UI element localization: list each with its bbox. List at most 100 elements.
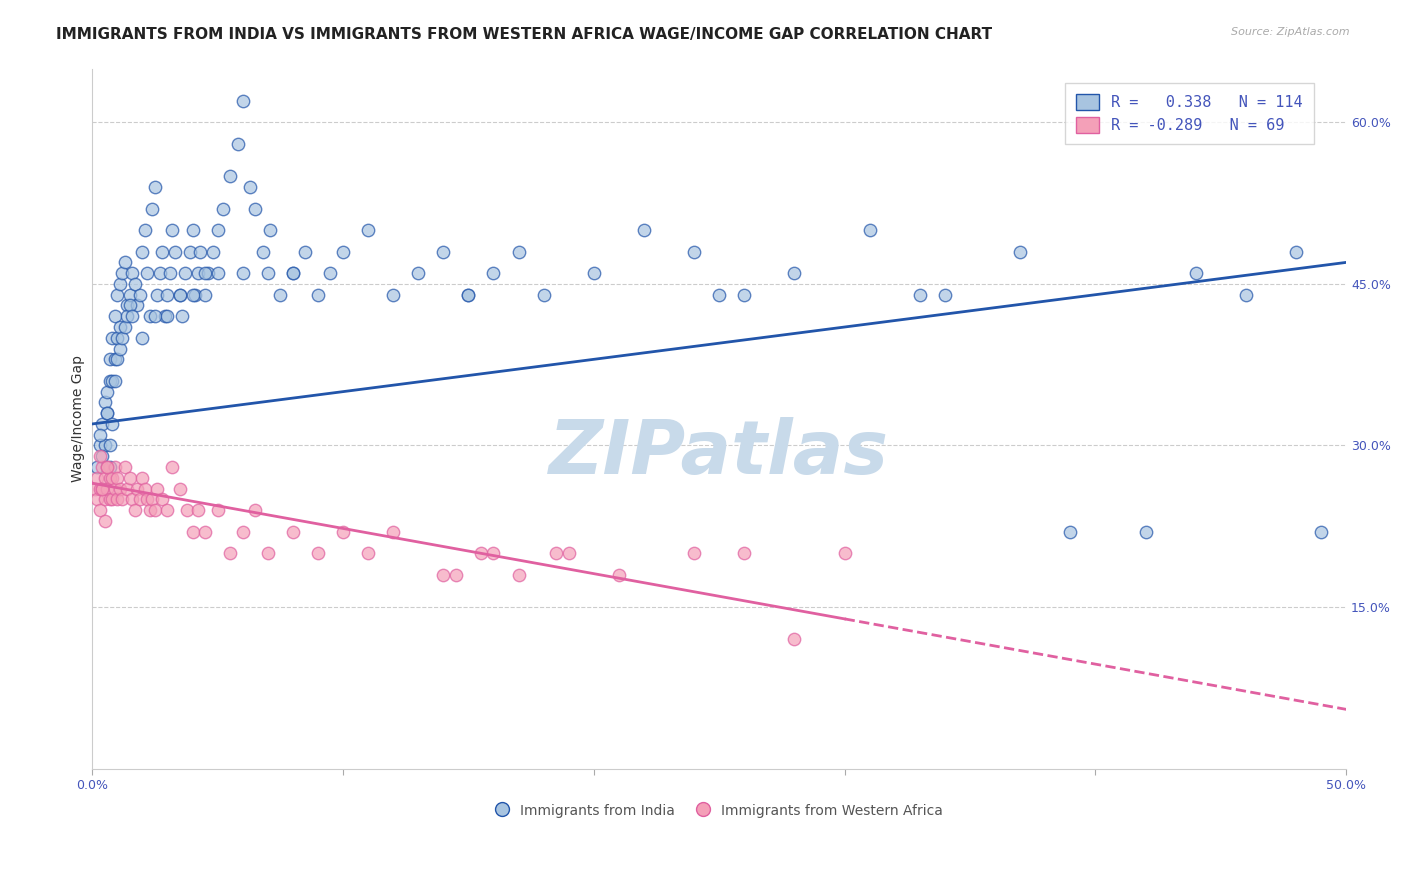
Point — [86, 492, 108, 507]
Point — [1234, 287, 1257, 301]
Point — [470, 546, 492, 560]
Point — [101, 492, 124, 507]
Point — [226, 136, 249, 151]
Point — [111, 266, 134, 280]
Point — [108, 320, 131, 334]
Point — [683, 244, 706, 259]
Point — [89, 482, 111, 496]
Point — [93, 395, 115, 409]
Point — [1310, 524, 1333, 539]
Point — [98, 460, 121, 475]
Point — [104, 352, 127, 367]
Point — [101, 471, 124, 485]
Point — [136, 492, 159, 507]
Point — [127, 482, 149, 496]
Point — [406, 266, 429, 280]
Point — [194, 287, 217, 301]
Point — [162, 223, 184, 237]
Point — [124, 503, 146, 517]
Point — [194, 524, 217, 539]
Point — [121, 266, 143, 280]
Point — [93, 514, 115, 528]
Point — [859, 223, 882, 237]
Point — [1184, 266, 1206, 280]
Point — [252, 244, 274, 259]
Point — [546, 546, 568, 560]
Point — [239, 180, 262, 194]
Point — [633, 223, 655, 237]
Point — [89, 438, 111, 452]
Point — [89, 427, 111, 442]
Point — [114, 460, 136, 475]
Point — [98, 374, 121, 388]
Point — [163, 244, 186, 259]
Text: ZIPatlas: ZIPatlas — [550, 417, 889, 490]
Point — [482, 266, 505, 280]
Point — [332, 244, 354, 259]
Point — [96, 384, 118, 399]
Point — [89, 450, 111, 464]
Point — [93, 492, 115, 507]
Point — [124, 277, 146, 291]
Point — [201, 244, 224, 259]
Point — [211, 202, 233, 216]
Point — [162, 460, 184, 475]
Point — [141, 202, 163, 216]
Point — [184, 287, 207, 301]
Point — [101, 417, 124, 431]
Point — [104, 310, 127, 324]
Point — [105, 287, 128, 301]
Point — [683, 546, 706, 560]
Point — [156, 503, 179, 517]
Point — [98, 471, 121, 485]
Point — [281, 524, 304, 539]
Point — [146, 482, 169, 496]
Point — [131, 331, 153, 345]
Point — [169, 287, 191, 301]
Point — [259, 223, 281, 237]
Point — [143, 503, 166, 517]
Point — [91, 482, 114, 496]
Point — [219, 169, 242, 184]
Point — [179, 244, 201, 259]
Point — [533, 287, 555, 301]
Point — [269, 287, 291, 301]
Y-axis label: Wage/Income Gap: Wage/Income Gap — [72, 355, 86, 482]
Point — [104, 460, 127, 475]
Point — [91, 482, 114, 496]
Point — [117, 310, 139, 324]
Point — [457, 287, 479, 301]
Point — [582, 266, 605, 280]
Point — [91, 450, 114, 464]
Point — [207, 503, 229, 517]
Point — [96, 460, 118, 475]
Point — [143, 180, 166, 194]
Point — [558, 546, 581, 560]
Point — [104, 482, 127, 496]
Point — [186, 503, 208, 517]
Point — [382, 287, 405, 301]
Point — [432, 567, 454, 582]
Point — [127, 298, 149, 312]
Point — [131, 244, 153, 259]
Point — [131, 471, 153, 485]
Point — [934, 287, 956, 301]
Point — [98, 492, 121, 507]
Point — [128, 287, 150, 301]
Point — [105, 352, 128, 367]
Point — [91, 417, 114, 431]
Point — [181, 223, 204, 237]
Point — [105, 331, 128, 345]
Point — [1059, 524, 1081, 539]
Point — [219, 546, 242, 560]
Point — [482, 546, 505, 560]
Point — [156, 310, 179, 324]
Point — [134, 482, 156, 496]
Point — [105, 471, 128, 485]
Point — [176, 503, 198, 517]
Point — [111, 331, 134, 345]
Point — [108, 277, 131, 291]
Point — [232, 524, 254, 539]
Point — [93, 438, 115, 452]
Point — [457, 287, 479, 301]
